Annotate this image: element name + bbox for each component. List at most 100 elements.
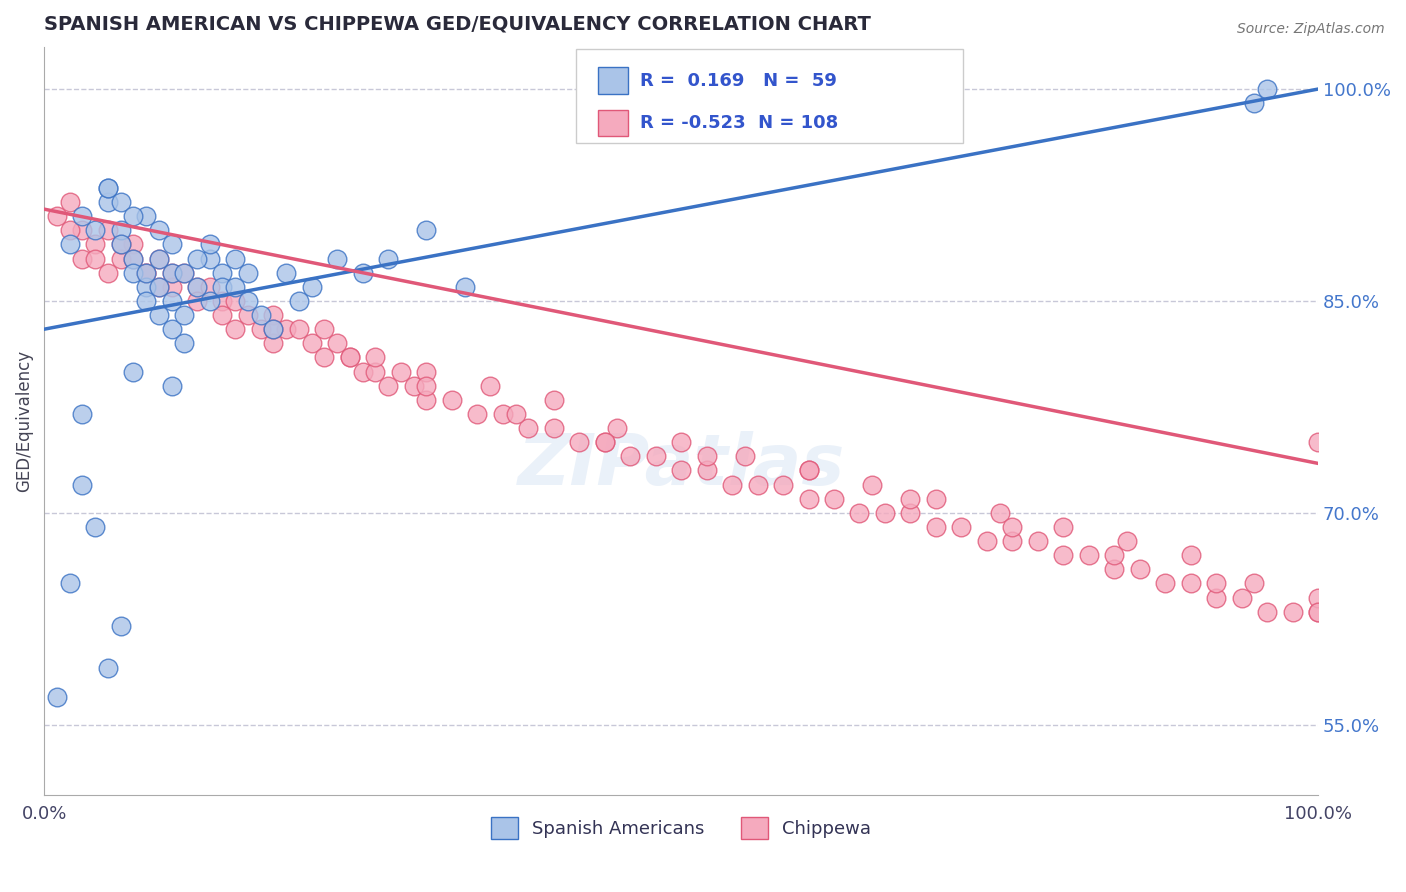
Point [976, 534, 998, 549]
Point [797, 491, 820, 506]
Point [236, 266, 259, 280]
Point [1256, 605, 1278, 619]
Point [377, 252, 399, 266]
Point [900, 506, 922, 520]
Point [644, 450, 666, 464]
Point [122, 209, 145, 223]
Point [1104, 562, 1126, 576]
Point [402, 378, 425, 392]
Point [186, 280, 208, 294]
Point [873, 506, 896, 520]
Point [1230, 591, 1253, 605]
Point [211, 293, 233, 308]
Point [122, 266, 145, 280]
Point [593, 435, 616, 450]
Point [173, 266, 195, 280]
Point [58, 223, 80, 237]
Point [122, 252, 145, 266]
Point [84, 252, 107, 266]
Point [314, 322, 336, 336]
Point [848, 506, 870, 520]
Point [84, 520, 107, 534]
Point [950, 520, 973, 534]
Point [249, 322, 271, 336]
Point [364, 351, 387, 365]
Text: R =  0.169   N =  59: R = 0.169 N = 59 [640, 71, 837, 89]
Point [110, 195, 132, 210]
Point [900, 491, 922, 506]
Point [1308, 591, 1330, 605]
Point [415, 223, 437, 237]
Point [110, 237, 132, 252]
Point [122, 252, 145, 266]
Point [619, 450, 641, 464]
Point [262, 308, 284, 322]
Point [377, 378, 399, 392]
Point [160, 266, 183, 280]
Point [606, 421, 628, 435]
Point [988, 506, 1011, 520]
Point [1308, 605, 1330, 619]
Point [135, 266, 157, 280]
Point [543, 392, 565, 407]
Point [135, 266, 157, 280]
Point [543, 421, 565, 435]
Point [415, 378, 437, 392]
Point [1129, 562, 1152, 576]
Point [505, 407, 527, 421]
Point [160, 237, 183, 252]
Point [72, 477, 94, 491]
Point [110, 252, 132, 266]
Point [1052, 548, 1074, 562]
Point [479, 378, 502, 392]
Point [1001, 520, 1024, 534]
Point [198, 293, 221, 308]
Point [1052, 520, 1074, 534]
Point [236, 308, 259, 322]
Point [224, 252, 246, 266]
Point [262, 322, 284, 336]
Point [453, 280, 475, 294]
Point [135, 266, 157, 280]
Point [925, 520, 948, 534]
Point [517, 421, 540, 435]
Point [1180, 548, 1202, 562]
Point [160, 322, 183, 336]
Legend: Spanish Americans, Chippewa: Spanish Americans, Chippewa [484, 810, 879, 847]
Point [415, 365, 437, 379]
Point [823, 491, 845, 506]
Point [160, 293, 183, 308]
Point [198, 280, 221, 294]
Point [568, 435, 591, 450]
Point [97, 181, 120, 195]
Point [797, 463, 820, 477]
Point [45, 690, 67, 704]
Point [97, 661, 120, 675]
Point [135, 209, 157, 223]
Point [186, 280, 208, 294]
Point [1205, 576, 1227, 591]
Point [224, 322, 246, 336]
Point [415, 392, 437, 407]
Point [314, 351, 336, 365]
Point [276, 322, 298, 336]
Point [352, 266, 374, 280]
Point [352, 365, 374, 379]
Point [122, 237, 145, 252]
Point [1116, 534, 1139, 549]
Point [772, 477, 794, 491]
Point [72, 209, 94, 223]
Point [110, 223, 132, 237]
Point [110, 237, 132, 252]
Point [301, 280, 323, 294]
Point [925, 491, 948, 506]
Point [1001, 534, 1024, 549]
Point [72, 252, 94, 266]
Point [1308, 435, 1330, 450]
Point [301, 336, 323, 351]
Point [1281, 605, 1303, 619]
Point [135, 280, 157, 294]
Point [262, 322, 284, 336]
Point [148, 280, 170, 294]
Point [58, 195, 80, 210]
